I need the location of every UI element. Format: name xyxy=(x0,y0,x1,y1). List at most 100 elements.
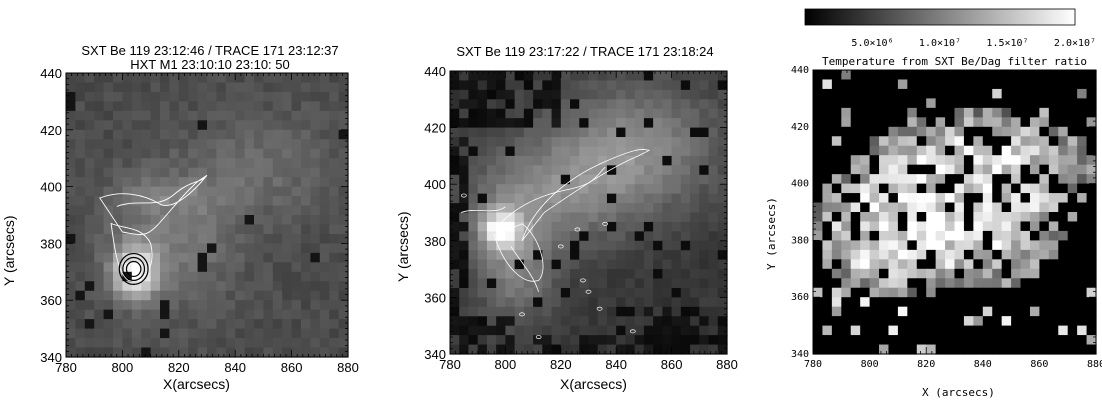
y-tick-label: 340 xyxy=(40,350,62,365)
heatmap-cell xyxy=(1086,306,1097,317)
heatmap-cell xyxy=(301,347,311,358)
heatmap-cell xyxy=(708,344,719,355)
heatmap-cell xyxy=(1011,240,1022,251)
heatmap-cell xyxy=(235,252,246,263)
heatmap-cell xyxy=(263,205,274,216)
heatmap-cell xyxy=(653,259,663,270)
heatmap-cell xyxy=(207,73,217,84)
heatmap-cell xyxy=(1058,145,1069,156)
heatmap-cell xyxy=(207,148,217,159)
heatmap-cell xyxy=(141,233,152,244)
heatmap-cell xyxy=(1039,79,1050,90)
heatmap-cell xyxy=(963,70,974,81)
heatmap-cell xyxy=(514,278,525,289)
heatmap-cell xyxy=(579,335,590,346)
heatmap-cell xyxy=(926,70,937,81)
heatmap-cell xyxy=(178,177,189,188)
heatmap-cell xyxy=(169,196,180,207)
heatmap-cell xyxy=(1011,183,1022,194)
heatmap-cell xyxy=(468,137,479,148)
heatmap-cell xyxy=(310,73,321,84)
heatmap-cell xyxy=(1048,240,1059,251)
heatmap-cell xyxy=(225,196,236,207)
heatmap-cell xyxy=(699,306,710,317)
heatmap-cell xyxy=(235,205,246,216)
heatmap-cell xyxy=(450,316,460,327)
heatmap-cell xyxy=(272,167,283,178)
heatmap-cell xyxy=(662,99,673,110)
heatmap-cell xyxy=(66,243,76,254)
heatmap-cell xyxy=(579,118,590,129)
heatmap-cell xyxy=(310,319,321,330)
heatmap-cell xyxy=(850,126,861,137)
heatmap-cell xyxy=(616,259,627,270)
heatmap-cell xyxy=(916,287,927,298)
heatmap-cell xyxy=(1011,278,1022,289)
heatmap-cell xyxy=(680,212,691,223)
heatmap-cell xyxy=(680,127,691,138)
heatmap-cell xyxy=(653,155,663,166)
heatmap-cell xyxy=(1048,79,1059,90)
heatmap-cell xyxy=(1058,249,1069,260)
heatmap-cell xyxy=(1048,164,1059,175)
heatmap-cell xyxy=(822,268,833,279)
heatmap-cell xyxy=(588,137,599,148)
heatmap-cell xyxy=(643,155,654,166)
heatmap-cell xyxy=(671,335,682,346)
heatmap-cell xyxy=(708,174,719,185)
heatmap-cell xyxy=(822,344,833,355)
heatmap-cell xyxy=(523,259,534,270)
heatmap-cell xyxy=(708,71,719,82)
heatmap-cell xyxy=(717,99,728,110)
heatmap-cell xyxy=(945,145,956,156)
heatmap-cell xyxy=(169,120,180,131)
heatmap-cell xyxy=(216,73,227,84)
heatmap-cell xyxy=(542,184,553,195)
heatmap-cell xyxy=(272,262,283,273)
heatmap-cell xyxy=(197,262,208,273)
heatmap-cell xyxy=(282,319,293,330)
heatmap-cell xyxy=(542,89,553,100)
heatmap-cell xyxy=(505,80,516,91)
heatmap-cell xyxy=(207,300,217,311)
heatmap-cell xyxy=(84,290,95,301)
heatmap-cell xyxy=(301,319,311,330)
heatmap-cell xyxy=(992,98,1003,109)
heatmap-cell xyxy=(708,231,719,242)
heatmap-cell xyxy=(141,91,152,102)
heatmap-cell xyxy=(813,174,824,185)
heatmap-cell xyxy=(643,325,654,336)
heatmap-cell xyxy=(813,344,824,355)
heatmap-cell xyxy=(207,101,217,112)
heatmap-cell xyxy=(66,148,76,159)
heatmap-cell xyxy=(272,243,283,254)
heatmap-cell xyxy=(94,186,105,197)
heatmap-cell xyxy=(66,196,76,207)
heatmap-cell xyxy=(926,297,937,308)
heatmap-cell xyxy=(625,99,636,110)
y-tick-label: 400 xyxy=(791,179,809,190)
heatmap-cell xyxy=(916,230,927,241)
heatmap-cell xyxy=(301,300,311,311)
heatmap-cell xyxy=(131,148,142,159)
heatmap-cell xyxy=(570,306,580,317)
heatmap-cell xyxy=(486,212,497,223)
heatmap-cell xyxy=(869,221,880,232)
heatmap-cell xyxy=(560,155,571,166)
heatmap-cell xyxy=(477,325,488,336)
heatmap-cell xyxy=(831,344,842,355)
heatmap-cell xyxy=(254,271,264,282)
heatmap-cell xyxy=(935,212,946,223)
heatmap-cell xyxy=(197,120,208,131)
heatmap-cell xyxy=(84,120,95,131)
heatmap-cell xyxy=(945,193,956,204)
heatmap-cell xyxy=(625,212,636,223)
heatmap-cell xyxy=(468,212,479,223)
heatmap-cell xyxy=(1086,183,1097,194)
heatmap-cell xyxy=(879,155,890,166)
heatmap-cell xyxy=(560,231,571,242)
heatmap-cell xyxy=(1067,174,1078,185)
heatmap-cell xyxy=(75,167,86,178)
heatmap-cell xyxy=(992,174,1003,185)
heatmap-cell xyxy=(329,139,340,150)
